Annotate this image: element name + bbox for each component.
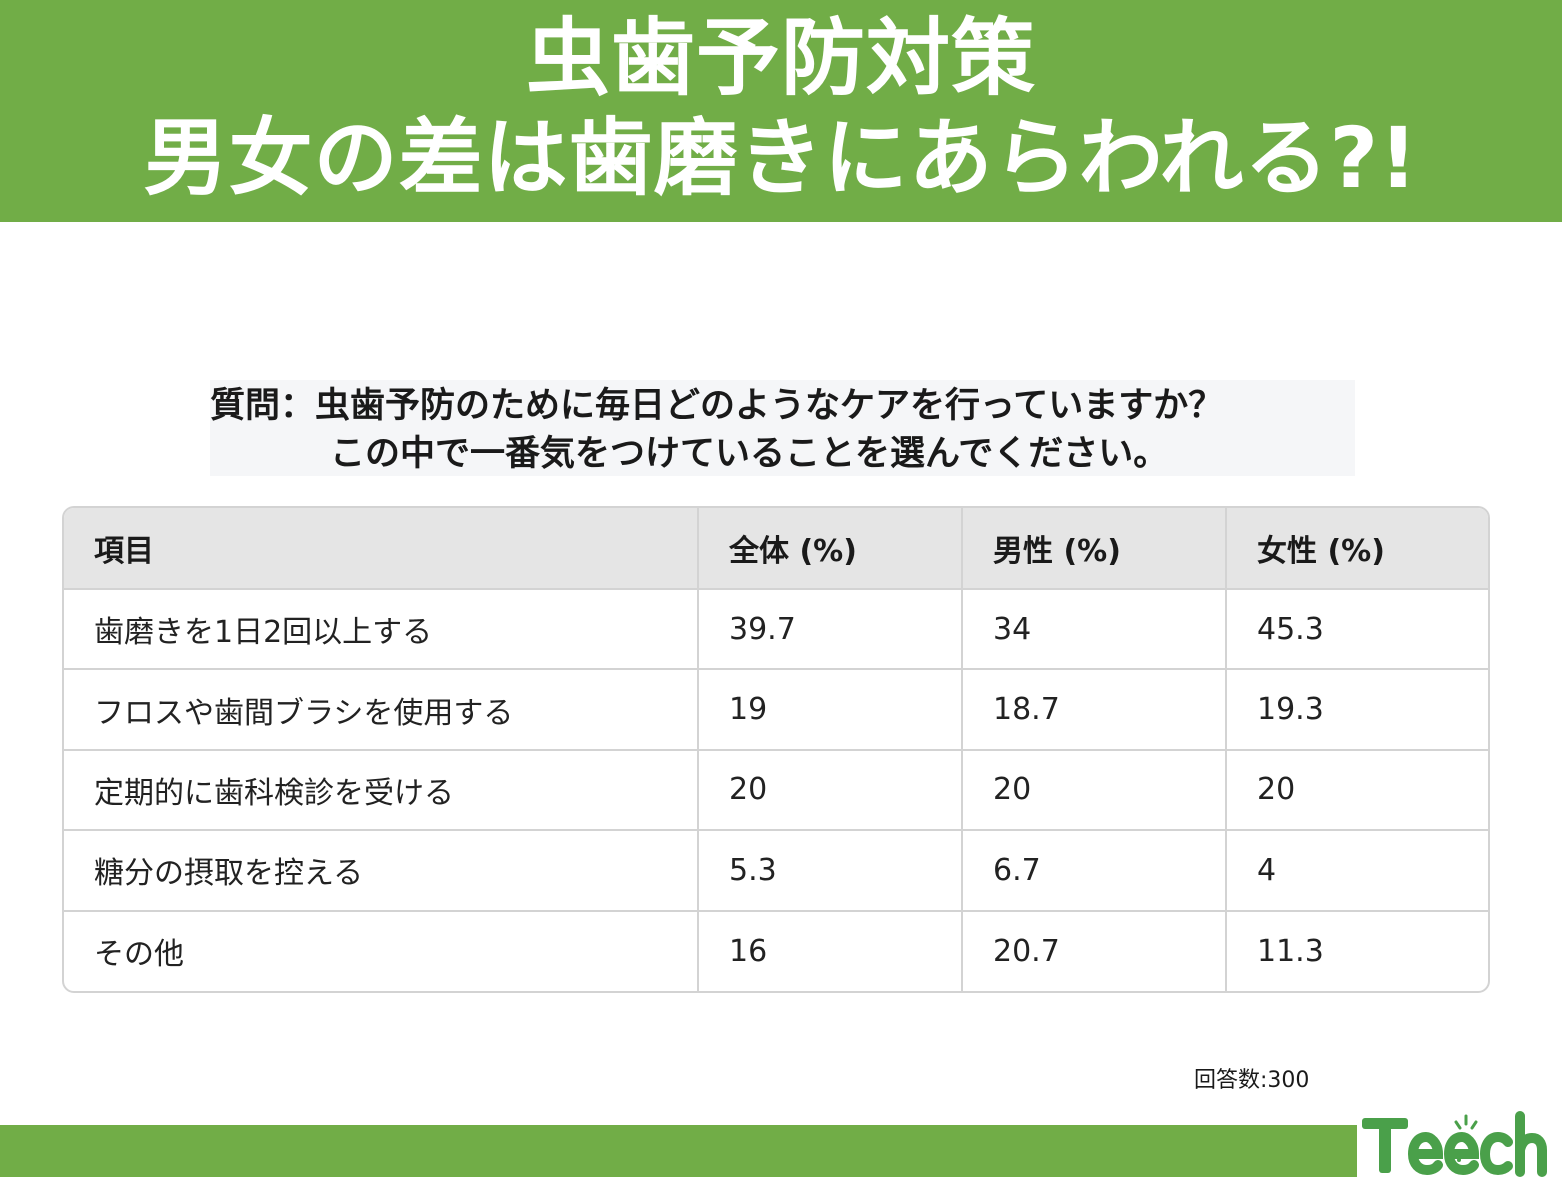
cell-total: 39.7 bbox=[698, 589, 963, 671]
cell-female: 4 bbox=[1226, 830, 1488, 912]
title-banner: 虫歯予防対策 男女の差は歯磨きにあらわれる?! bbox=[0, 0, 1562, 222]
response-count: 回答数:300 bbox=[1194, 1068, 1310, 1093]
cell-female: 19.3 bbox=[1226, 669, 1488, 751]
results-table: 項目 全体 (%) 男性 (%) 女性 (%) 歯磨きを1日2回以上する 39.… bbox=[62, 506, 1490, 993]
cell-total: 19 bbox=[698, 669, 963, 751]
column-header-female: 女性 (%) bbox=[1226, 508, 1488, 590]
question-line-2: この中で一番気をつけていることを選んでください。 bbox=[330, 434, 1169, 474]
cell-female: 11.3 bbox=[1257, 933, 1324, 969]
cell-item: フロスや歯間ブラシを使用する bbox=[64, 669, 699, 751]
column-header-total: 全体 (%) bbox=[698, 508, 963, 590]
teech-logo bbox=[1362, 1111, 1547, 1177]
cell-item: 歯磨きを1日2回以上する bbox=[64, 589, 699, 671]
table-row: フロスや歯間ブラシを使用する 19 18.7 19.3 bbox=[64, 669, 1488, 751]
cell-total: 5.3 bbox=[698, 830, 963, 912]
title-line-1: 虫歯予防対策 bbox=[525, 9, 1036, 107]
cell-total: 20 bbox=[698, 749, 963, 832]
cell-male: 18.7 bbox=[962, 669, 1227, 751]
question-box: 質問：虫歯予防のために毎日どのようなケアを行っていますか？ この中で一番気をつけ… bbox=[210, 380, 1355, 476]
column-header-item: 項目 bbox=[64, 508, 699, 590]
question-line-1: 質問：虫歯予防のために毎日どのようなケアを行っていますか？ bbox=[210, 386, 1224, 426]
table-row: 糖分の摂取を控える 5.3 6.7 4 bbox=[64, 830, 1488, 912]
cell-male: 20 bbox=[962, 749, 1227, 832]
cell-female: 45.3 bbox=[1226, 589, 1488, 671]
title-line-2: 男女の差は歯磨きにあらわれる?! bbox=[143, 109, 1419, 207]
cell-male: 20.7 bbox=[962, 910, 1227, 991]
footer-bar bbox=[0, 1125, 1357, 1177]
table-row: 定期的に歯科検診を受ける 20 20 20 bbox=[64, 749, 1488, 832]
table-header-row: 項目 全体 (%) 男性 (%) 女性 (%) bbox=[64, 508, 1488, 590]
cell-total: 16 bbox=[698, 910, 963, 991]
cell-item: その他 bbox=[64, 910, 699, 991]
cell-item: 糖分の摂取を控える bbox=[64, 830, 699, 912]
cell-female: 20 bbox=[1226, 749, 1488, 832]
cell-male: 34 bbox=[962, 589, 1227, 671]
cell-item: 定期的に歯科検診を受ける bbox=[64, 749, 699, 832]
cell-male: 6.7 bbox=[962, 830, 1227, 912]
column-header-male: 男性 (%) bbox=[962, 508, 1227, 590]
table-row: 歯磨きを1日2回以上する 39.7 34 45.3 bbox=[64, 589, 1488, 671]
table-row: その他 16 20.7 11.3 bbox=[64, 910, 1488, 991]
